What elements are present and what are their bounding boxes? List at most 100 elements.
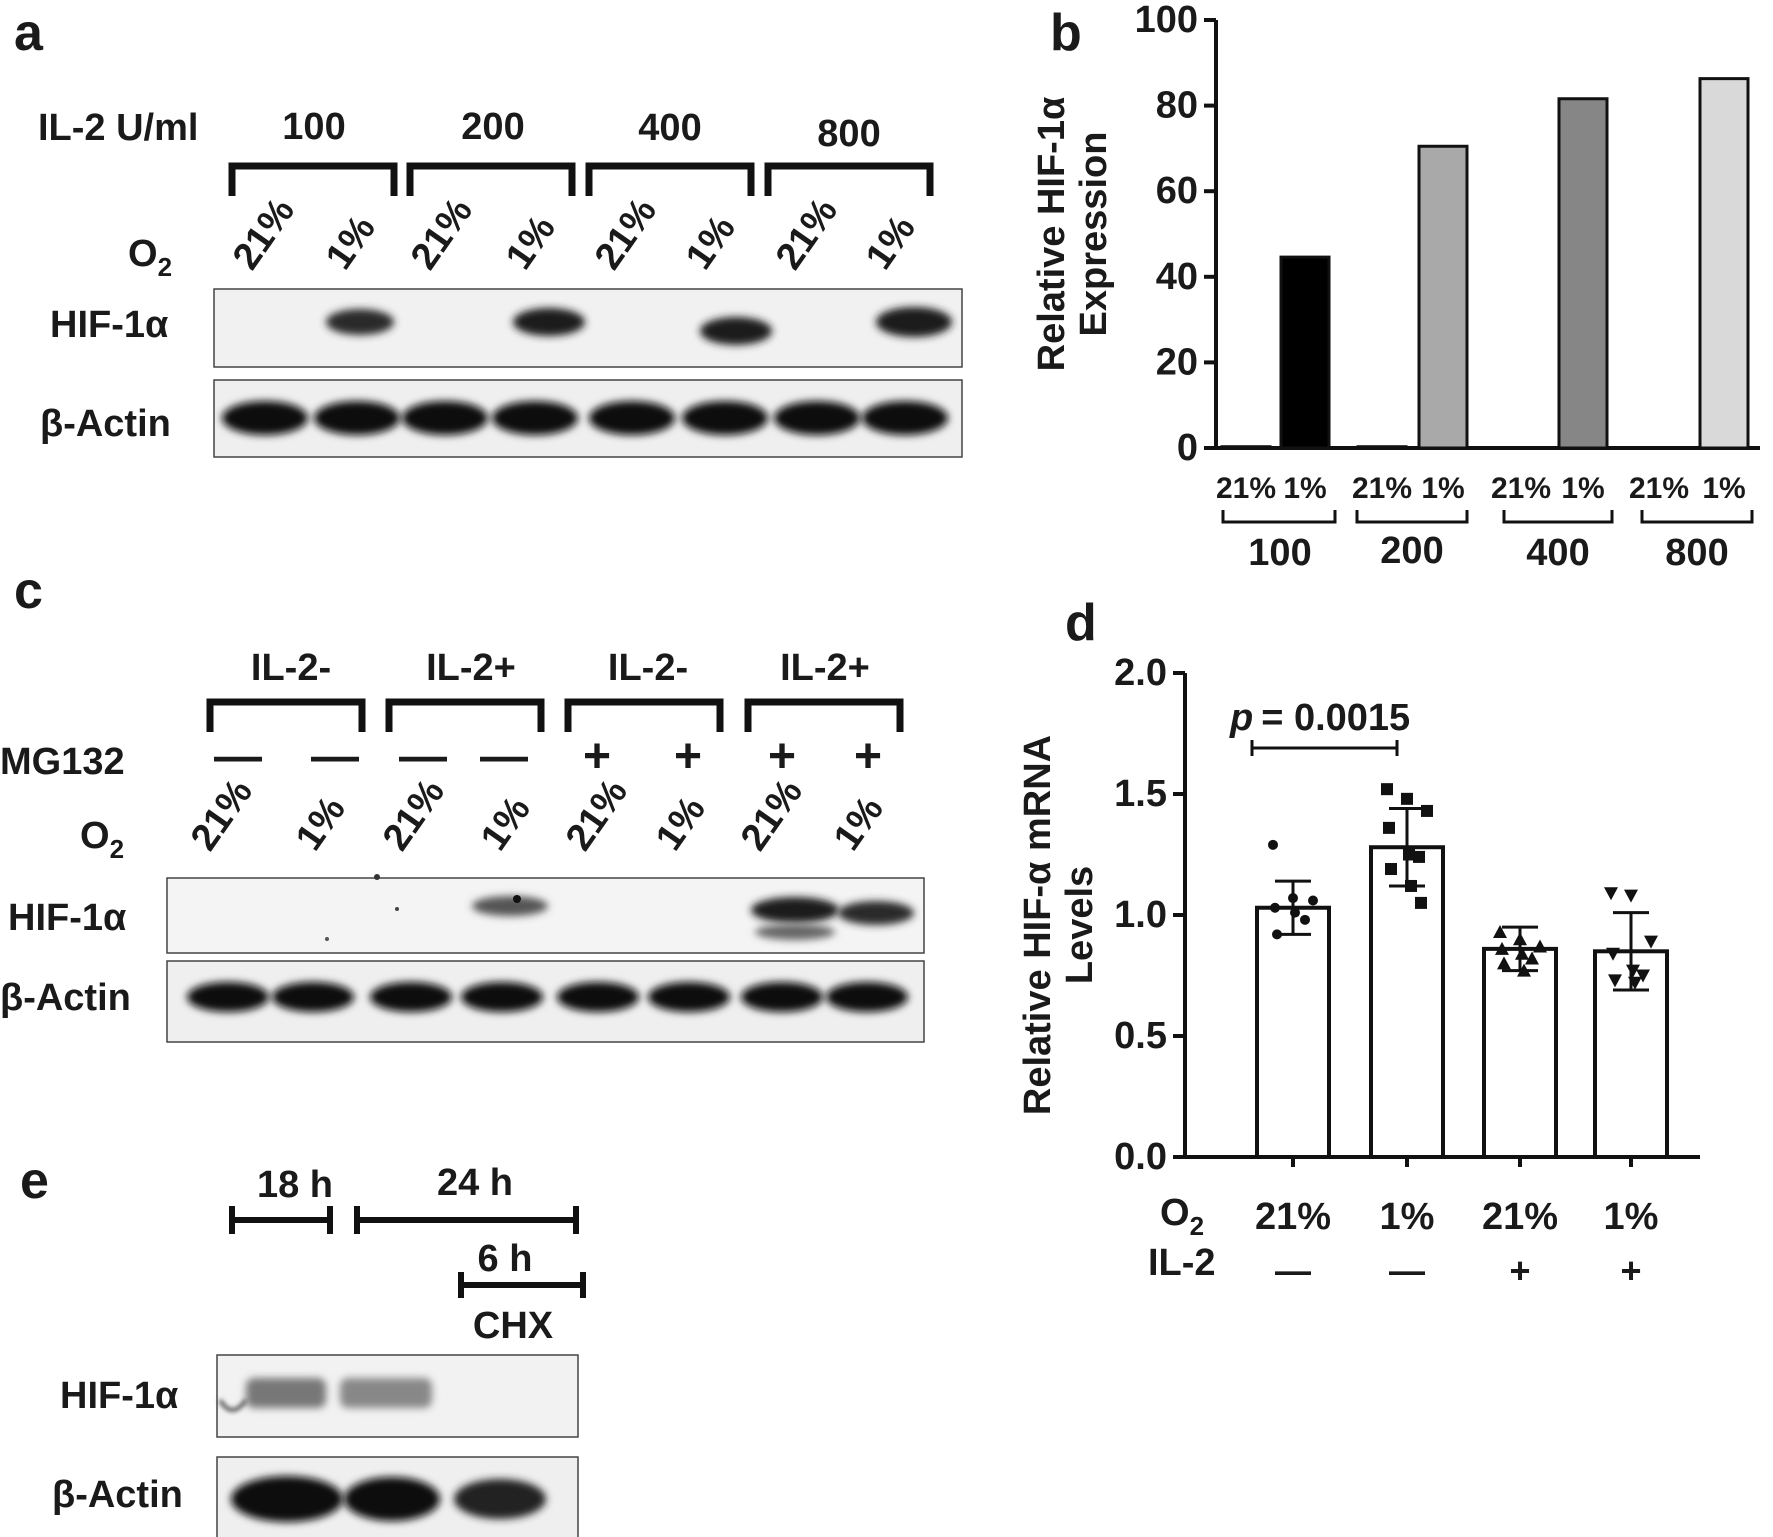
chart-d-ytick-label: 1.0 xyxy=(1114,894,1167,936)
panel-c-lane-2: 1% xyxy=(288,789,354,858)
panel-c-lane-7: 21% xyxy=(733,772,811,858)
panel-c-actin-band-1 xyxy=(187,982,269,1012)
chart-d-ytick-label: 2.0 xyxy=(1114,652,1167,694)
chart-d-point-1-4 xyxy=(1270,902,1280,913)
chart-d-point-2-5 xyxy=(1403,848,1415,861)
panel-e-actin-blot xyxy=(216,1456,579,1537)
panel-c-actin-band-7 xyxy=(741,982,823,1012)
chart-d-ytick-label: 0.5 xyxy=(1114,1015,1167,1057)
chart-d-point-3-5 xyxy=(1515,946,1529,960)
chart-b-xtick-label: 21% xyxy=(1629,472,1689,505)
chart-b-ytick-label: 60 xyxy=(1156,170,1198,212)
panel-a-o2-label: O2 xyxy=(128,233,172,282)
chart-b: 0 20 40 60 80 100 Relative HIF-1αExpression 21%… xyxy=(1031,0,1760,505)
panel-a-lane-6: 1% xyxy=(678,208,744,277)
panel-c-mg132-sign-7: + xyxy=(768,730,796,783)
panel-a-dose-400: 400 xyxy=(638,107,701,149)
panel-e-24h: 24 h xyxy=(437,1162,513,1204)
panel-c-group-3: IL-2- xyxy=(608,647,688,689)
chart-d-point-3-2 xyxy=(1513,932,1527,946)
panel-c-group-labels: IL-2- IL-2+ IL-2- IL-2+ xyxy=(251,647,870,689)
panel-a-actin-band-3 xyxy=(402,401,488,435)
panel-a-il2-label: IL-2 U/ml xyxy=(38,107,198,149)
panel-a-actin-label: β-Actin xyxy=(40,403,171,445)
panel-c-o2-label: O2 xyxy=(80,815,124,864)
chart-b-xtick-label: 1% xyxy=(1283,472,1326,505)
chart-d-point-1-2 xyxy=(1288,893,1298,904)
panel-d-significance: p = 0.0015 xyxy=(1229,697,1410,756)
panel-e-letter: e xyxy=(20,1152,49,1210)
panel-a-dose-800: 800 xyxy=(817,113,880,155)
panel-d-il2-sign-2: — xyxy=(1389,1250,1425,1291)
chart-b-ytick-label: 20 xyxy=(1156,341,1198,383)
panel-c-lane-6: 1% xyxy=(648,789,714,858)
chart-d-point-3-1 xyxy=(1493,924,1507,938)
chart-d-ytick-label: 1.5 xyxy=(1114,773,1167,815)
chart-d-point-4-3 xyxy=(1644,935,1658,949)
panel-a-actin-band-4 xyxy=(492,401,578,435)
panel-a-brackets xyxy=(228,162,934,196)
panel-a-lane-8: 1% xyxy=(858,208,924,277)
panel-c-group-1: IL-2- xyxy=(251,647,331,689)
panel-c-lane-1: 21% xyxy=(183,772,261,858)
chart-d-xtick-label: 21% xyxy=(1482,1196,1558,1238)
panel-b-dose-200: 200 xyxy=(1380,530,1443,572)
chart-d-point-2-8 xyxy=(1405,879,1417,892)
panel-d-p-value: p = 0.0015 xyxy=(1229,697,1410,739)
panel-c-brackets xyxy=(206,698,904,732)
chart-d-xtick-label: 1% xyxy=(1380,1196,1435,1238)
chart-d-bar-3 xyxy=(1482,946,1558,1159)
chart-d-point-2-7 xyxy=(1385,863,1397,876)
chart-d-ytick-label: 0.0 xyxy=(1114,1136,1167,1178)
chart-d-point-1-3 xyxy=(1308,895,1318,906)
panel-c-actin-band-3 xyxy=(370,982,452,1012)
panel-c-actin-band-2 xyxy=(272,982,354,1012)
panel-d-o2-label: O2 xyxy=(1160,1192,1204,1241)
panel-c-mg132-sign-1: — xyxy=(214,730,262,783)
panel-e-18h: 18 h xyxy=(257,1164,333,1206)
panel-c-hif-blot xyxy=(166,874,925,954)
panel-c-lane-8: 1% xyxy=(826,789,892,858)
panel-a-actin-band-8 xyxy=(862,401,948,435)
panel-c-mg132-sign-8: + xyxy=(854,730,882,783)
panel-c-mg132-sign-4: — xyxy=(480,730,528,783)
panel-b-dose-100: 100 xyxy=(1248,532,1311,574)
panel-c-actin-band-5 xyxy=(557,982,639,1012)
panel-a-letter: a xyxy=(14,4,44,62)
panel-a-bracket-800 xyxy=(764,162,934,196)
panel-c-lane-3: 21% xyxy=(375,772,453,858)
panel-a-hif-blot xyxy=(213,288,963,368)
chart-b-bar-1 xyxy=(1220,445,1272,450)
chart-b-ytick-label: 0 xyxy=(1177,427,1198,469)
panel-a-actin-band-5 xyxy=(589,401,675,435)
panel-c-actin-band-6 xyxy=(648,982,730,1012)
chart-d-point-3-7 xyxy=(1497,956,1511,970)
panel-a-bracket-400 xyxy=(585,162,755,196)
panel-b-dose-400: 400 xyxy=(1526,532,1589,574)
panel-c-lane-4: 1% xyxy=(473,789,539,858)
chart-d-xtick-label: 1% xyxy=(1604,1196,1659,1238)
chart-b-xtick-label: 1% xyxy=(1561,472,1604,505)
chart-d-point-2-1 xyxy=(1381,783,1393,796)
chart-d: 0.0 0.5 1.0 1.5 2.0 Relative HIF-α mRNALevels… xyxy=(1017,652,1700,1238)
panel-a-lane-1: 21% xyxy=(225,191,303,277)
panel-c-actin-band-8 xyxy=(826,982,908,1012)
panel-d-il2-signs: — — + + xyxy=(1275,1250,1642,1291)
panel-a-dose-200: 200 xyxy=(461,106,524,148)
chart-d-point-3-4 xyxy=(1495,941,1509,955)
panel-a-actin-blot xyxy=(213,379,963,458)
panel-e-brackets xyxy=(229,1206,586,1298)
panel-a-dose-100: 100 xyxy=(282,106,345,148)
chart-d-point-1-6 xyxy=(1300,914,1310,925)
chart-b-ytick-label: 100 xyxy=(1135,0,1198,41)
panel-d-letter: d xyxy=(1065,594,1097,652)
chart-d-point-4-7 xyxy=(1608,974,1622,988)
panel-c-mg132-sign-2: — xyxy=(311,730,359,783)
panel-c-actin-label: β-Actin xyxy=(0,977,131,1019)
panel-e-actin-label: β-Actin xyxy=(52,1474,183,1516)
panel-a-actin-band-1 xyxy=(222,401,308,435)
panel-d-il2-label: IL-2 xyxy=(1148,1242,1216,1284)
chart-d-point-1-1 xyxy=(1268,839,1278,850)
panel-c-group-2: IL-2+ xyxy=(426,647,516,689)
